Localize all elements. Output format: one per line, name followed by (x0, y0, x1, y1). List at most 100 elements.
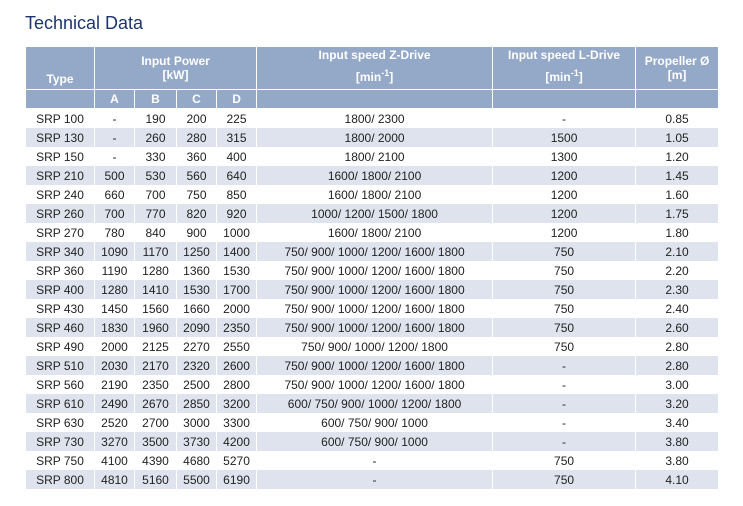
header-input-power: Input Power [kW] (93, 47, 258, 90)
table-row: SRP 240 660 700 750 850 1600/ 1800/ 2100 1200 1… (25, 185, 720, 204)
cell-z-drive-speed: 750/ 900/ 1000/ 1200/ 1600/ 1800 (256, 318, 494, 337)
l-drive-label: Input speed L-Drive (508, 48, 621, 62)
z-drive-unit: [min-1] (355, 68, 394, 84)
cell-l-drive-speed: 1500 (492, 128, 637, 147)
cell-propeller-diameter: 3.80 (635, 432, 720, 451)
cell-power-d: 2000 (215, 299, 258, 318)
cell-l-drive-speed: 750 (492, 242, 637, 261)
table-row: SRP 630 2520 2700 3000 3300 600/ 750/ 900/ 10… (25, 413, 720, 432)
cell-power-c: 750 (176, 185, 217, 204)
cell-type: SRP 800 (25, 470, 95, 489)
cell-power-d: 6190 (215, 470, 258, 489)
cell-power-a: 2520 (94, 413, 135, 432)
input-power-label: Input Power (141, 54, 210, 68)
cell-power-d: 400 (215, 147, 258, 166)
table-row: SRP 210 500 530 560 640 1600/ 1800/ 2100 1200 1… (25, 166, 720, 185)
cell-power-b: 2125 (134, 337, 177, 356)
cell-l-drive-speed: 750 (492, 261, 637, 280)
cell-l-drive-speed: - (492, 394, 637, 413)
propeller-label: Propeller Ø (644, 54, 710, 68)
table-row: SRP 610 2490 2670 2850 3200 600/ 750/ 900/ 10… (25, 394, 720, 413)
cell-z-drive-speed: 1000/ 1200/ 1500/ 1800 (256, 204, 494, 223)
cell-l-drive-speed: 750 (492, 451, 637, 470)
cell-power-c: 1360 (176, 261, 217, 280)
cell-type: SRP 430 (25, 299, 95, 318)
table-row: SRP 460 1830 1960 2090 2350 750/ 900/ 1000/ 1… (25, 318, 720, 337)
subheader-c: C (176, 89, 217, 109)
page-title: Technical Data (25, 13, 144, 33)
cell-power-d: 2800 (215, 375, 258, 394)
cell-power-d: 3300 (215, 413, 258, 432)
cell-power-b: 4390 (134, 451, 177, 470)
cell-power-a: 2030 (94, 356, 135, 375)
cell-power-b: 840 (134, 223, 177, 242)
cell-power-c: 820 (176, 204, 217, 223)
cell-z-drive-speed: 1600/ 1800/ 2100 (256, 223, 494, 242)
cell-power-a: 2190 (94, 375, 135, 394)
cell-power-b: 3500 (134, 432, 177, 451)
cell-power-b: 2350 (134, 375, 177, 394)
cell-l-drive-speed: 1300 (492, 147, 637, 166)
cell-power-d: 1700 (215, 280, 258, 299)
cell-propeller-diameter: 2.80 (635, 356, 720, 375)
cell-power-a: 660 (94, 185, 135, 204)
cell-power-c: 900 (176, 223, 217, 242)
cell-l-drive-speed: 1200 (492, 185, 637, 204)
cell-type: SRP 270 (25, 223, 95, 242)
cell-propeller-diameter: 3.20 (635, 394, 720, 413)
cell-power-a: - (94, 128, 135, 147)
cell-power-d: 1400 (215, 242, 258, 261)
cell-power-b: 530 (134, 166, 177, 185)
cell-power-d: 3200 (215, 394, 258, 413)
table-row: SRP 360 1190 1280 1360 1530 750/ 900/ 1000/ 1… (25, 261, 720, 280)
cell-l-drive-speed: - (492, 413, 637, 432)
cell-z-drive-speed: 750/ 900/ 1000/ 1200/ 1600/ 1800 (256, 242, 494, 261)
cell-power-d: 1000 (215, 223, 258, 242)
z-drive-label: Input speed Z-Drive (318, 48, 431, 62)
table-row: SRP 270 780 840 900 1000 1600/ 1800/ 2100 1200… (25, 223, 720, 242)
subheader-empty (256, 89, 494, 109)
cell-z-drive-speed: 1800/ 2000 (256, 128, 494, 147)
subheader-d: D (215, 89, 258, 109)
cell-propeller-diameter: 2.80 (635, 337, 720, 356)
cell-power-b: 330 (134, 147, 177, 166)
cell-l-drive-speed: 1200 (492, 204, 637, 223)
cell-power-a: 780 (94, 223, 135, 242)
cell-power-c: 2320 (176, 356, 217, 375)
table-row: SRP 730 3270 3500 3730 4200 600/ 750/ 900/ 10… (25, 432, 720, 451)
cell-power-d: 4200 (215, 432, 258, 451)
cell-type: SRP 240 (25, 185, 95, 204)
table-row: SRP 130-260 280 315 1800/ 2000 1500 1.05 (25, 128, 720, 147)
cell-power-b: 700 (134, 185, 177, 204)
cell-propeller-diameter: 2.30 (635, 280, 720, 299)
cell-power-c: 3000 (176, 413, 217, 432)
cell-type: SRP 510 (25, 356, 95, 375)
cell-power-a: 4810 (94, 470, 135, 489)
cell-l-drive-speed: 750 (492, 299, 637, 318)
cell-power-c: 5500 (176, 470, 217, 489)
table-row: SRP 400 1280 1410 1530 1700 750/ 900/ 1000/ 1… (25, 280, 720, 299)
cell-propeller-diameter: 2.40 (635, 299, 720, 318)
cell-z-drive-speed: 750/ 900/ 1000/ 1200/ 1800 (256, 337, 494, 356)
cell-z-drive-speed: 750/ 900/ 1000/ 1200/ 1600/ 1800 (256, 261, 494, 280)
cell-z-drive-speed: 1600/ 1800/ 2100 (256, 166, 494, 185)
cell-type: SRP 400 (25, 280, 95, 299)
subheader-empty (25, 89, 95, 109)
cell-power-a: 1280 (94, 280, 135, 299)
cell-l-drive-speed: 1200 (492, 223, 637, 242)
cell-type: SRP 610 (25, 394, 95, 413)
cell-power-c: 560 (176, 166, 217, 185)
cell-propeller-diameter: 4.10 (635, 470, 720, 489)
l-drive-unit: [min-1] (545, 68, 583, 84)
table-row: SRP 260 700 770 820 920 1000/ 1200/ 1500/ 180… (25, 204, 720, 223)
cell-power-a: 1090 (94, 242, 135, 261)
cell-power-d: 640 (215, 166, 258, 185)
cell-power-c: 360 (176, 147, 217, 166)
cell-power-a: 4100 (94, 451, 135, 470)
cell-type: SRP 730 (25, 432, 95, 451)
cell-l-drive-speed: - (492, 108, 637, 128)
cell-type: SRP 210 (25, 166, 95, 185)
cell-power-d: 1530 (215, 261, 258, 280)
cell-z-drive-speed: 750/ 900/ 1000/ 1200/ 1600/ 1800 (256, 375, 494, 394)
cell-type: SRP 490 (25, 337, 95, 356)
